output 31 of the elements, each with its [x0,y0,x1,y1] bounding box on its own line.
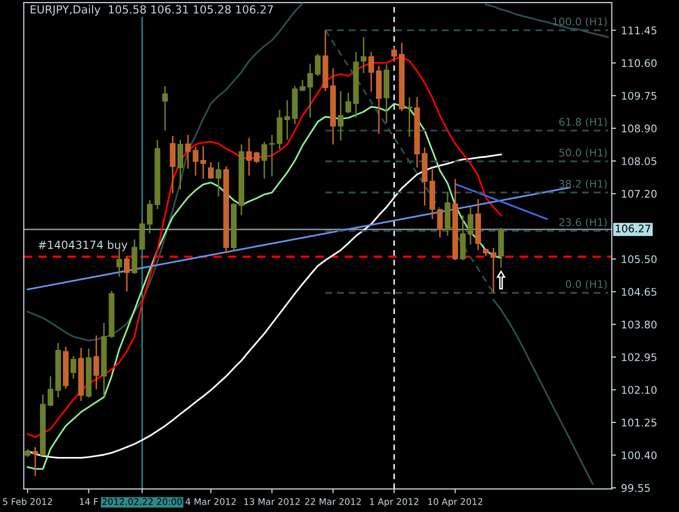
x-tick-label: 22 Mar 2012 [305,498,361,505]
annotation: 23.6 (H1) [559,218,607,228]
chart-title: EURJPY,Daily 105.58 106.31 105.28 106.27 [30,4,273,16]
annotation: 38.2 (H1) [559,180,607,189]
y-tick-label: 103.80 [622,320,657,328]
x-tick-label: 13 Mar 2012 [244,498,300,505]
y-tick-label: 110.60 [622,59,657,68]
x-tick-label: 4 Mar 2012 [186,498,236,505]
y-tick-label: 109.75 [622,92,656,100]
x-tick-label: 2012.02.22 20:00 [102,498,182,505]
x-tick-label: 5 Feb 2012 [3,498,52,505]
y-tick-label: 102.10 [622,386,657,394]
y-tick-label: 104.65 [622,288,656,296]
ref-line-label: 106.27 [616,224,650,232]
y-tick-label: 108.90 [622,124,657,132]
x-tick-label: 1 Apr 2012 [370,498,418,507]
annotation: 61.8 (H1) [559,118,607,128]
y-tick-label: 107.20 [622,190,657,198]
annotation: 0.0 (H1) [566,280,607,290]
y-tick-label: 111.45 [622,26,656,34]
annotation: 100.0 (H1) [553,17,607,27]
annotation: 50.0 (H1) [559,148,607,158]
ref-line-label: #14043174 buy [38,240,128,252]
y-tick-label: 99.55 [621,484,650,492]
y-tick-label: 102.95 [622,353,656,362]
y-tick-label: 108.05 [622,157,656,166]
y-tick-label: 105.50 [622,255,657,264]
y-tick-label: 100.40 [622,451,657,460]
y-tick-label: 101.25 [622,418,656,427]
x-tick-label: 10 Apr 2012 [428,498,482,507]
x-tick-label: 14 F [80,498,98,505]
